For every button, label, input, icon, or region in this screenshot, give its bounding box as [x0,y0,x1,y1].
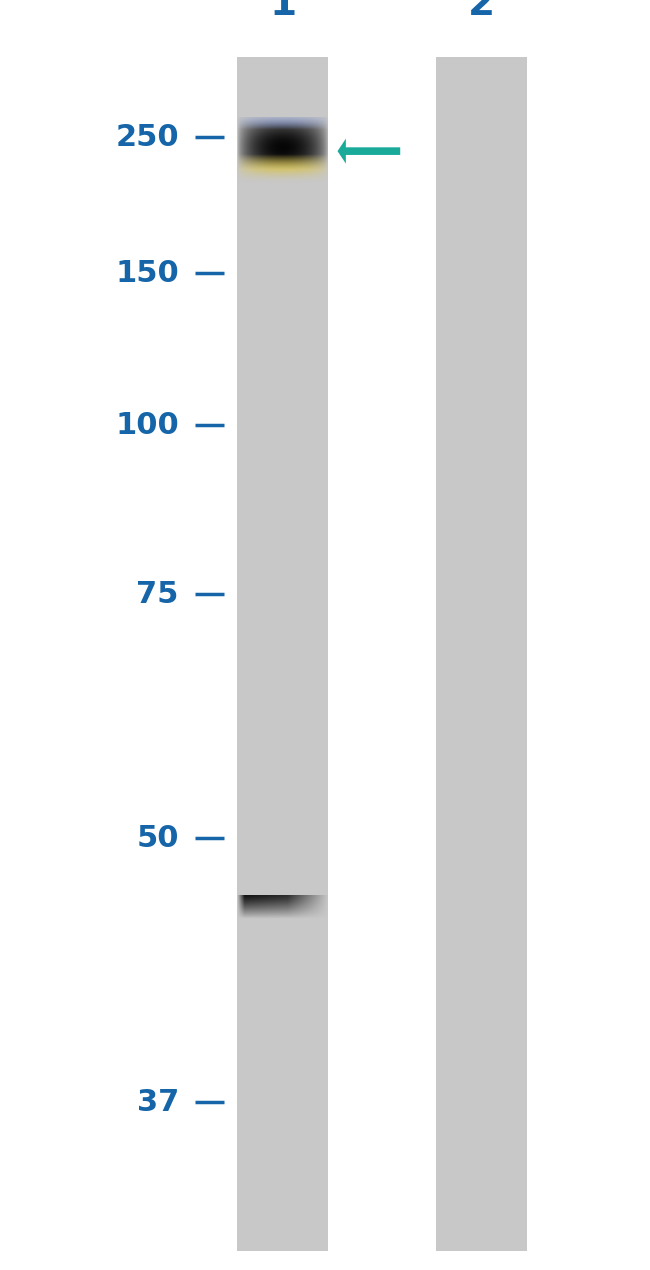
Text: 75: 75 [136,580,179,608]
Text: 250: 250 [115,123,179,151]
Text: 100: 100 [115,411,179,439]
Bar [436,57,526,1251]
Bar [237,57,328,1251]
Text: 150: 150 [115,259,179,287]
Text: 37: 37 [136,1088,179,1116]
Text: 50: 50 [136,824,179,852]
Text: 1: 1 [269,0,296,23]
Text: 2: 2 [467,0,495,23]
